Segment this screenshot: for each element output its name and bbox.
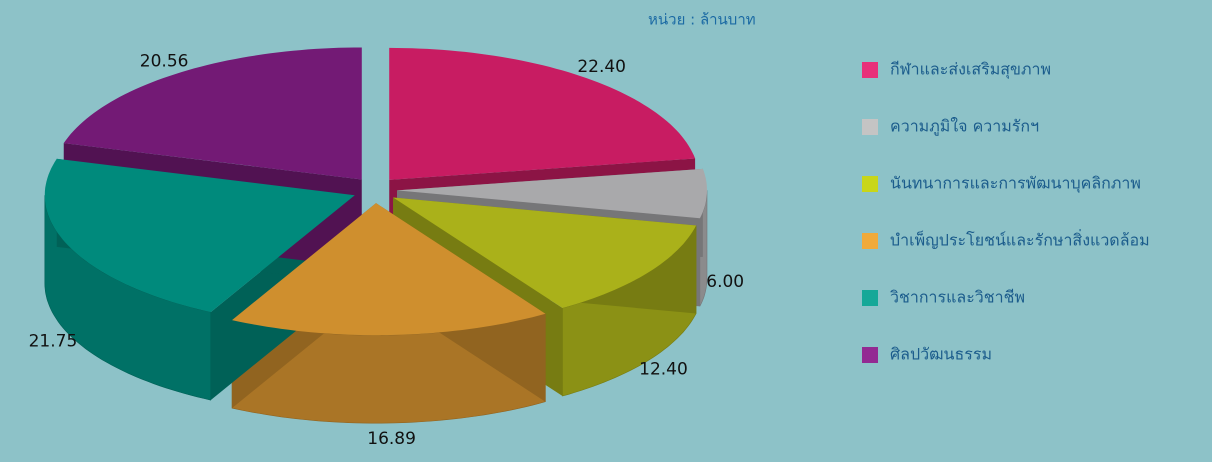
labels: 22.40 6.00 12.40 16.89 21.75 20.56 (29, 51, 745, 448)
tops (44, 47, 707, 336)
data-label: 12.40 (639, 359, 688, 379)
slice (44, 158, 355, 313)
unit-annotation: หน่วย : ล้านบาท (648, 11, 756, 29)
legend-label: ศิลปวัฒนธรรม (890, 345, 992, 364)
legend-label: นันทนาการและการพัฒนาบุคลิกภาพ (890, 174, 1141, 194)
slice (63, 47, 362, 180)
data-label: 6.00 (706, 272, 744, 292)
legend-label: ความภูมิใจ ความรักฯ (890, 117, 1039, 137)
legend-swatch (862, 290, 878, 306)
legend-swatch (862, 176, 878, 192)
slice (396, 168, 707, 219)
legend-swatch (862, 233, 878, 249)
legend-label: บำเพ็ญประโยชน์และรักษาสิ่งแวดล้อม (890, 229, 1150, 250)
legend-label: กีฬาและส่งเสริมสุขภาพ (890, 60, 1051, 80)
legend-swatch (862, 347, 878, 363)
slice (389, 47, 696, 180)
legend-swatch (862, 119, 878, 135)
data-label: 22.40 (577, 57, 626, 77)
data-label: 16.89 (367, 429, 416, 449)
data-label: 21.75 (29, 331, 78, 351)
slice-side (44, 195, 211, 401)
slice (232, 203, 546, 336)
data-label: 20.56 (140, 51, 189, 71)
slice (393, 197, 697, 308)
legend-swatch (862, 62, 878, 78)
legend-label: วิชาการและวิชาชีพ (890, 288, 1025, 307)
